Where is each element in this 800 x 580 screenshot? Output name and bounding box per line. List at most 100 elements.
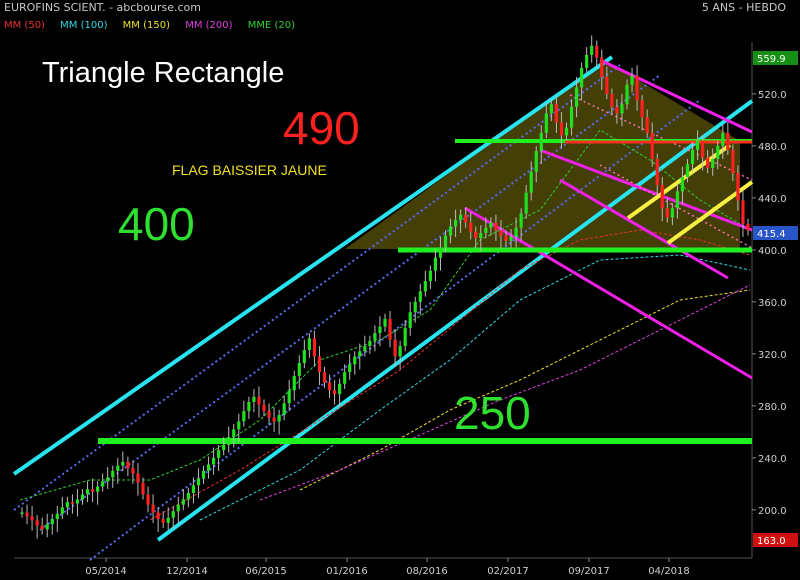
- candle-body: [383, 318, 387, 327]
- chart-title: EUROFINS SCIENT. - abcbourse.com: [4, 1, 202, 14]
- candle-body: [625, 84, 629, 105]
- x-tick-label: 06/2015: [245, 566, 287, 577]
- candle-body: [146, 494, 150, 505]
- candle-body: [539, 132, 543, 152]
- candle-body: [277, 414, 281, 422]
- candle-body: [620, 104, 624, 114]
- y-tick-label: 400.0: [758, 246, 787, 257]
- candle-body: [529, 171, 533, 193]
- candle-body: [60, 507, 64, 514]
- candle-body: [403, 327, 407, 347]
- x-tick-label: 01/2016: [326, 566, 368, 577]
- candle-body: [166, 517, 170, 523]
- candle-body: [489, 222, 493, 228]
- candle-body: [196, 478, 201, 486]
- candle-body: [338, 383, 342, 395]
- candle-body: [211, 457, 216, 465]
- candle-body: [75, 499, 80, 504]
- candle-body: [191, 485, 196, 493]
- candle-body: [348, 364, 352, 373]
- candle-body: [428, 270, 432, 282]
- candle-body: [176, 504, 180, 512]
- candle-body: [741, 200, 745, 224]
- legend-mme20: MME (20): [247, 20, 295, 31]
- ma-100-line: [199, 254, 751, 521]
- candle-body: [413, 301, 417, 313]
- candle-body: [706, 157, 710, 168]
- candle-body: [438, 247, 443, 258]
- candle-body: [237, 421, 241, 430]
- candle-body: [90, 489, 95, 492]
- magenta-middle-line: [539, 148, 753, 232]
- candle-body: [509, 236, 513, 241]
- candle-body: [111, 470, 115, 478]
- candle-body: [65, 502, 69, 508]
- candle-body: [55, 513, 59, 519]
- candle-body: [282, 403, 286, 415]
- candle-body: [464, 214, 468, 223]
- chart-period: 5 ANS - HEBDO: [701, 1, 786, 14]
- legend-mm200: MM (200): [185, 20, 233, 31]
- magenta-dotted-line-1: [569, 94, 753, 181]
- candle-body: [343, 372, 347, 384]
- candle-body: [459, 214, 463, 220]
- candle-body: [25, 512, 29, 517]
- candle-body: [655, 158, 659, 185]
- y-tick-label: 480.0: [758, 142, 787, 153]
- y-tick-label: 360.0: [758, 298, 787, 309]
- candle-body: [85, 489, 90, 495]
- candle-body: [363, 346, 367, 352]
- candle-body: [408, 312, 412, 328]
- candle-body: [610, 93, 614, 107]
- candle-body: [585, 54, 589, 68]
- legend-mm150: MM (150): [122, 20, 170, 31]
- candle-body: [660, 184, 664, 209]
- candle-body: [544, 113, 548, 133]
- candle-body: [227, 437, 231, 445]
- candle-body: [514, 227, 518, 237]
- min-label: 163.0: [757, 536, 786, 547]
- candle-body: [161, 518, 165, 523]
- candle-body: [504, 235, 508, 241]
- candle-body: [680, 177, 685, 192]
- candle-body: [20, 512, 24, 514]
- channel-mid-line-3: [89, 99, 701, 561]
- candle-body: [670, 208, 674, 218]
- last-value-label: 415.4: [757, 229, 786, 240]
- candle-body: [222, 444, 226, 451]
- ma-200-line: [259, 284, 751, 501]
- candle-body: [711, 158, 715, 168]
- candle-body: [307, 338, 311, 350]
- candle-body: [590, 45, 594, 55]
- candle-body: [181, 499, 185, 505]
- candle-body: [171, 511, 175, 518]
- candle-body: [252, 396, 256, 402]
- candle-body: [206, 464, 211, 471]
- candle-body: [645, 117, 649, 133]
- y-tick-label: 520.0: [758, 90, 787, 101]
- legend-mm100: MM (100): [60, 20, 108, 31]
- candle-body: [398, 346, 402, 357]
- candle-body: [312, 338, 317, 357]
- candle-body: [574, 87, 579, 107]
- annotation-400: 400: [118, 198, 195, 250]
- max-label: 559.9: [757, 54, 786, 65]
- candle-body: [201, 470, 206, 479]
- legend-mm50: MM (50): [4, 20, 45, 31]
- candle-body: [595, 45, 599, 58]
- magenta-lower-line: [464, 206, 753, 380]
- candle-body: [701, 140, 705, 158]
- candle-body: [605, 76, 609, 94]
- candle-body: [736, 173, 740, 201]
- candle-body: [141, 482, 145, 495]
- price-candles: [20, 35, 750, 539]
- candle-body: [726, 132, 730, 150]
- candle-body: [302, 349, 306, 363]
- candle-body: [479, 232, 483, 239]
- candle-body: [257, 396, 261, 405]
- annotation-triangle-rectangle: Triangle Rectangle: [42, 57, 284, 89]
- chart-legend: MM (50) MM (100) MM (150) MM (200) MME (…: [4, 20, 307, 31]
- candle-body: [156, 512, 160, 519]
- annotation-490: 490: [283, 102, 360, 154]
